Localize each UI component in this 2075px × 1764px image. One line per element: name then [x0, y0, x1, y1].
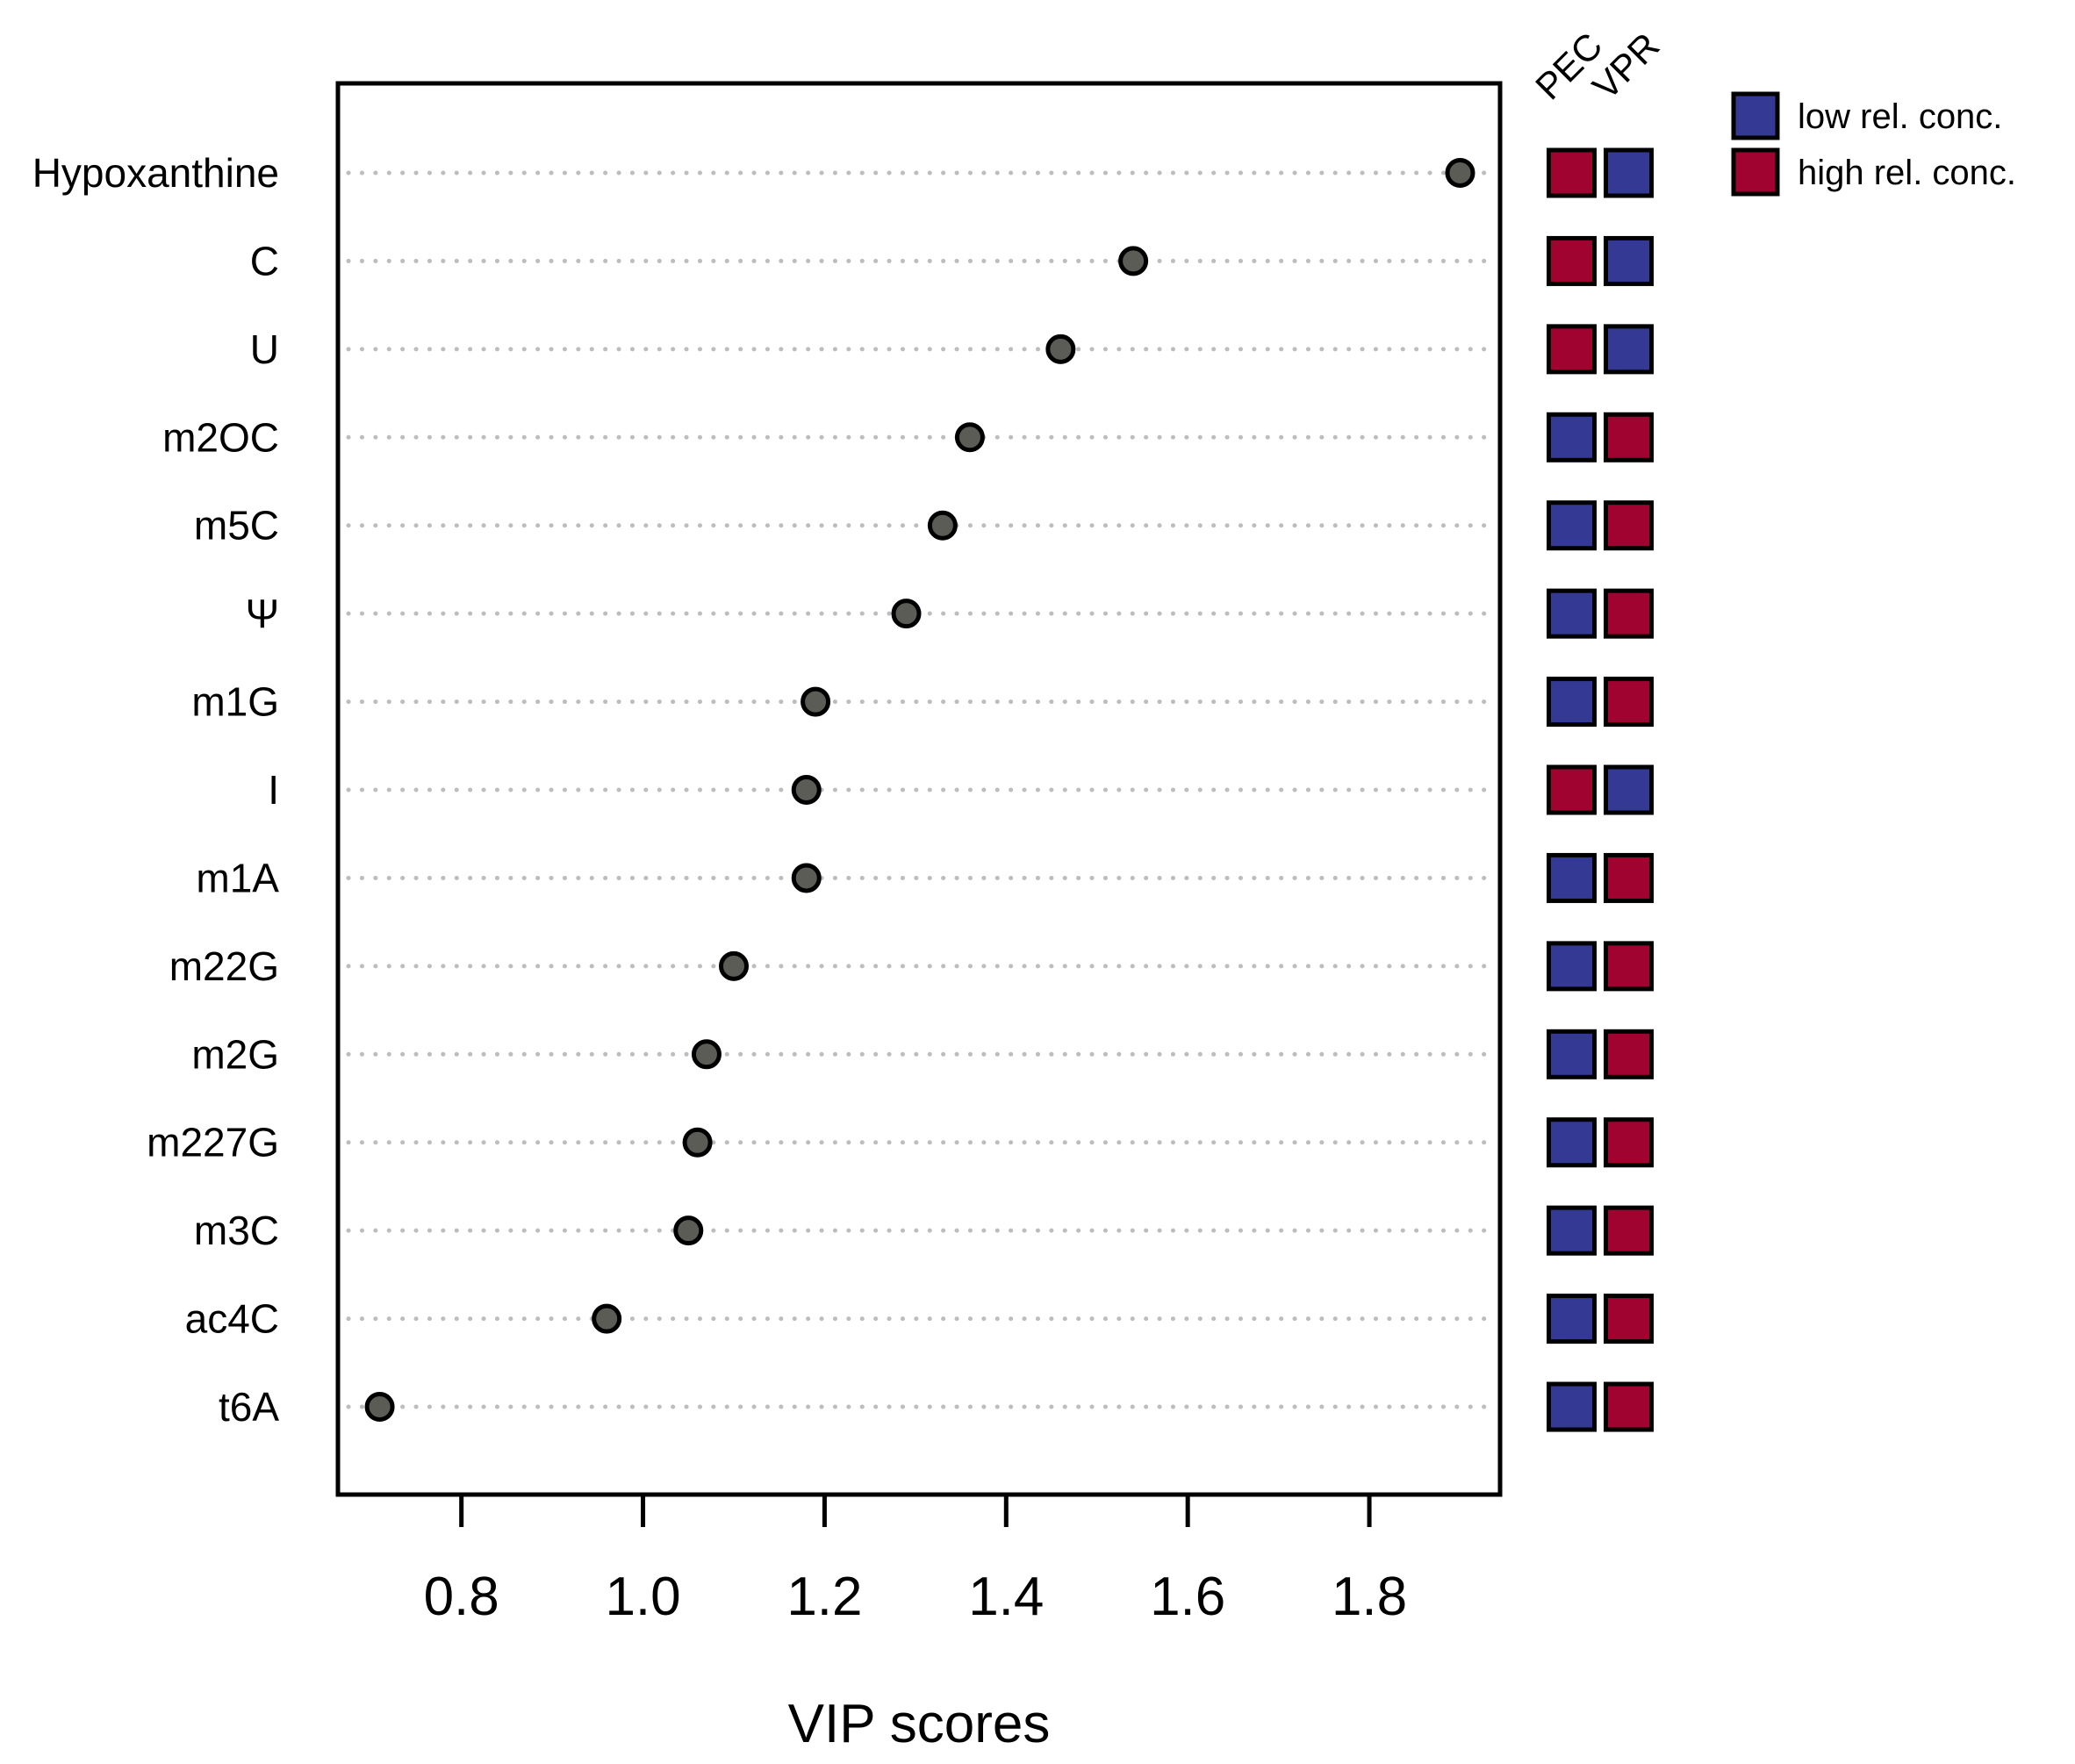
vpr-cell: [1604, 1205, 1654, 1256]
legend-swatch-low: [1731, 91, 1780, 140]
x-tick-label: 1.8: [1332, 1567, 1407, 1627]
pec-cell: [1547, 764, 1597, 815]
vip-dot: [791, 775, 822, 806]
vpr-cell: [1604, 1294, 1654, 1345]
vip-dot: [927, 510, 958, 541]
pec-cell: [1547, 324, 1597, 375]
vip-dots: [364, 158, 1475, 1423]
x-tick-label: 1.0: [605, 1567, 680, 1627]
vpr-cell: [1604, 852, 1654, 903]
y-axis-label: U: [250, 326, 279, 372]
y-axis-label: m2G: [191, 1031, 279, 1077]
legend-label-low: low rel. conc.: [1798, 97, 2002, 136]
x-axis: 0.8 1.0 1.2 1.4 1.6 1.8: [424, 1495, 1407, 1627]
gridlines: [346, 170, 1494, 1409]
vip-dot: [673, 1215, 704, 1246]
vpr-cell: [1604, 1381, 1654, 1432]
plot-border: [335, 81, 1503, 1497]
vpr-cell: [1604, 235, 1654, 286]
pec-cell: [1547, 1117, 1597, 1168]
vpr-cell: [1604, 147, 1654, 198]
vpr-cell: [1604, 677, 1654, 728]
vpr-cell: [1604, 764, 1654, 815]
y-axis-label: I: [268, 767, 279, 813]
x-axis-title: VIP scores: [788, 1694, 1051, 1754]
vip-dot: [1045, 333, 1076, 364]
vpr-cell: [1604, 588, 1654, 639]
vip-dot: [1445, 158, 1475, 188]
vip-dot: [718, 950, 749, 981]
legend: low rel. conc. high rel. conc.: [1731, 91, 2016, 197]
y-axis-label: m22G: [169, 943, 279, 989]
pec-cell: [1547, 852, 1597, 903]
y-axis-label: Hypoxanthine: [32, 150, 279, 196]
pec-cell: [1547, 588, 1597, 639]
pec-cell: [1547, 941, 1597, 992]
pec-cell: [1547, 1205, 1597, 1256]
x-tick-label: 1.2: [786, 1567, 862, 1627]
vip-dot: [691, 1039, 722, 1070]
pec-cell: [1547, 1029, 1597, 1079]
legend-swatch-high: [1731, 147, 1780, 197]
vip-dot: [592, 1303, 622, 1334]
x-tick-label: 1.6: [1150, 1567, 1225, 1627]
vip-dot: [954, 422, 985, 453]
pec-cell: [1547, 677, 1597, 728]
y-axis-label: ac4C: [185, 1296, 279, 1342]
vip-dot: [791, 863, 822, 893]
y-axis-label: m227G: [147, 1120, 279, 1165]
vip-dot: [682, 1127, 713, 1158]
y-axis-label: m1G: [191, 679, 279, 725]
y-axis-label: m5C: [194, 503, 279, 549]
vip-dot: [1118, 246, 1149, 276]
x-tick-label: 1.4: [968, 1567, 1044, 1627]
pec-cell: [1547, 1381, 1597, 1432]
pec-cell: [1547, 235, 1597, 286]
vip-dot: [801, 686, 831, 717]
vpr-cell: [1604, 412, 1654, 463]
pec-cell: [1547, 1294, 1597, 1345]
vpr-cell: [1604, 324, 1654, 375]
pec-cell: [1547, 500, 1597, 551]
vpr-cell: [1604, 1117, 1654, 1168]
x-tick-label: 0.8: [424, 1567, 499, 1627]
y-axis-label: C: [250, 238, 279, 283]
vpr-cell: [1604, 500, 1654, 551]
vip-dot: [891, 599, 922, 629]
x-axis-title-text: VIP scores: [788, 1694, 1051, 1754]
pec-cell: [1547, 147, 1597, 198]
y-axis-label: m3C: [194, 1208, 279, 1253]
y-axis-label: Ψ: [246, 591, 279, 636]
vip-dot: [364, 1392, 395, 1423]
concentration-heatmap: [1547, 147, 1654, 1432]
plot-border-box: [335, 81, 1503, 1497]
vpr-cell: [1604, 1029, 1654, 1079]
legend-label-high: high rel. conc.: [1798, 154, 2016, 192]
y-axis-label: m1A: [196, 855, 279, 900]
y-axis-label: m2OC: [162, 414, 279, 460]
vpr-cell: [1604, 941, 1654, 992]
y-axis-label: t6A: [219, 1384, 279, 1430]
heatmap-column-header: VPR: [1584, 25, 1667, 107]
pec-cell: [1547, 412, 1597, 463]
